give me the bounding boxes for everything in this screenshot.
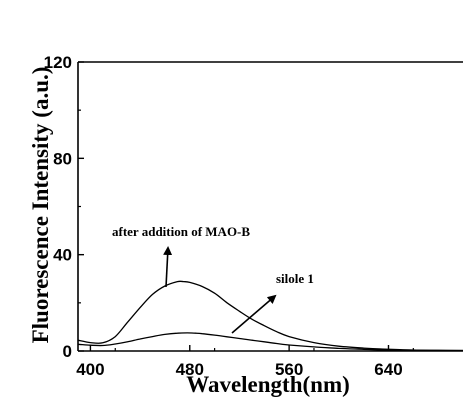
annotation-arrow-silole-1 bbox=[231, 294, 277, 334]
x-tick-label: 480 bbox=[176, 360, 204, 379]
annotation-silole-1: silole 1 bbox=[276, 271, 314, 286]
annotations: after addition of MAO-B silole 1 bbox=[112, 224, 314, 334]
y-tick-label: 80 bbox=[53, 149, 72, 168]
annotation-after-mao-b: after addition of MAO-B bbox=[112, 224, 250, 239]
y-tick-label: 120 bbox=[44, 53, 72, 72]
x-axis-title: Wavelength(nm) bbox=[186, 372, 350, 397]
series-line-silole-1 bbox=[77, 332, 463, 352]
y-axis-title: Fluorescence Intensity (a.u.) bbox=[28, 67, 53, 344]
series-lines bbox=[77, 280, 463, 352]
x-tick-label: 560 bbox=[275, 360, 303, 379]
x-tick-label: 640 bbox=[374, 360, 402, 379]
annotation-arrow-after-mao-b bbox=[163, 246, 173, 288]
y-tick-label: 0 bbox=[63, 342, 72, 361]
x-tick-label: 400 bbox=[76, 360, 104, 379]
y-tick-label: 40 bbox=[53, 246, 72, 265]
series-line-after-mao-b bbox=[77, 280, 463, 352]
tick-marks: 400 480 560 640 0 40 80 120 bbox=[44, 53, 414, 379]
axes bbox=[77, 61, 463, 352]
